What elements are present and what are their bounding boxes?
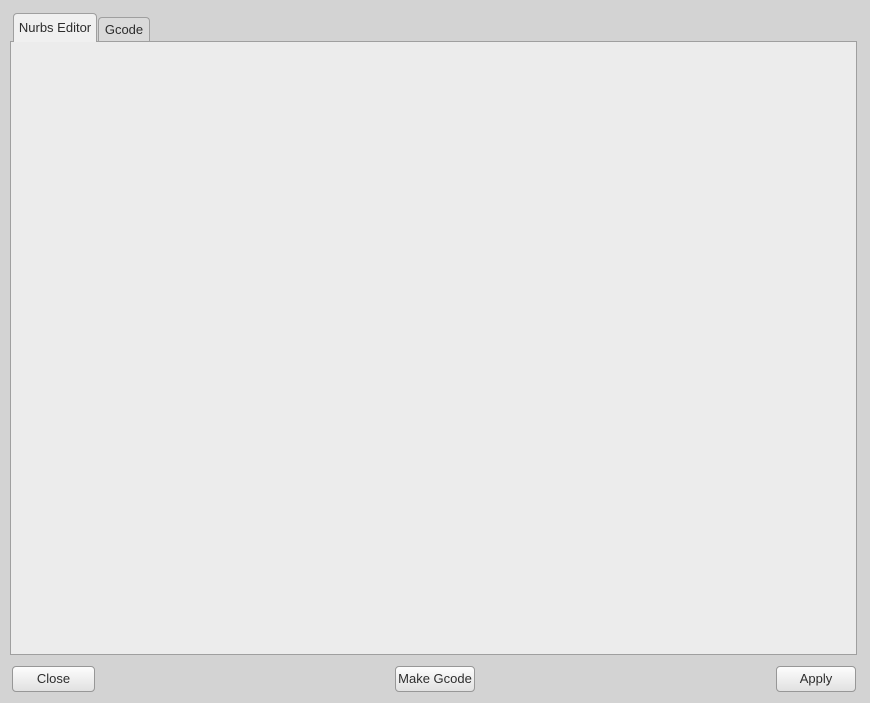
tab-nurbs-editor[interactable]: Nurbs Editor [13, 13, 97, 42]
tab-gcode[interactable]: Gcode [98, 17, 150, 42]
close-button[interactable]: Close [12, 666, 95, 692]
apply-button[interactable]: Apply [776, 666, 856, 692]
notebook-page [10, 41, 857, 655]
make-gcode-button[interactable]: Make Gcode [395, 666, 475, 692]
